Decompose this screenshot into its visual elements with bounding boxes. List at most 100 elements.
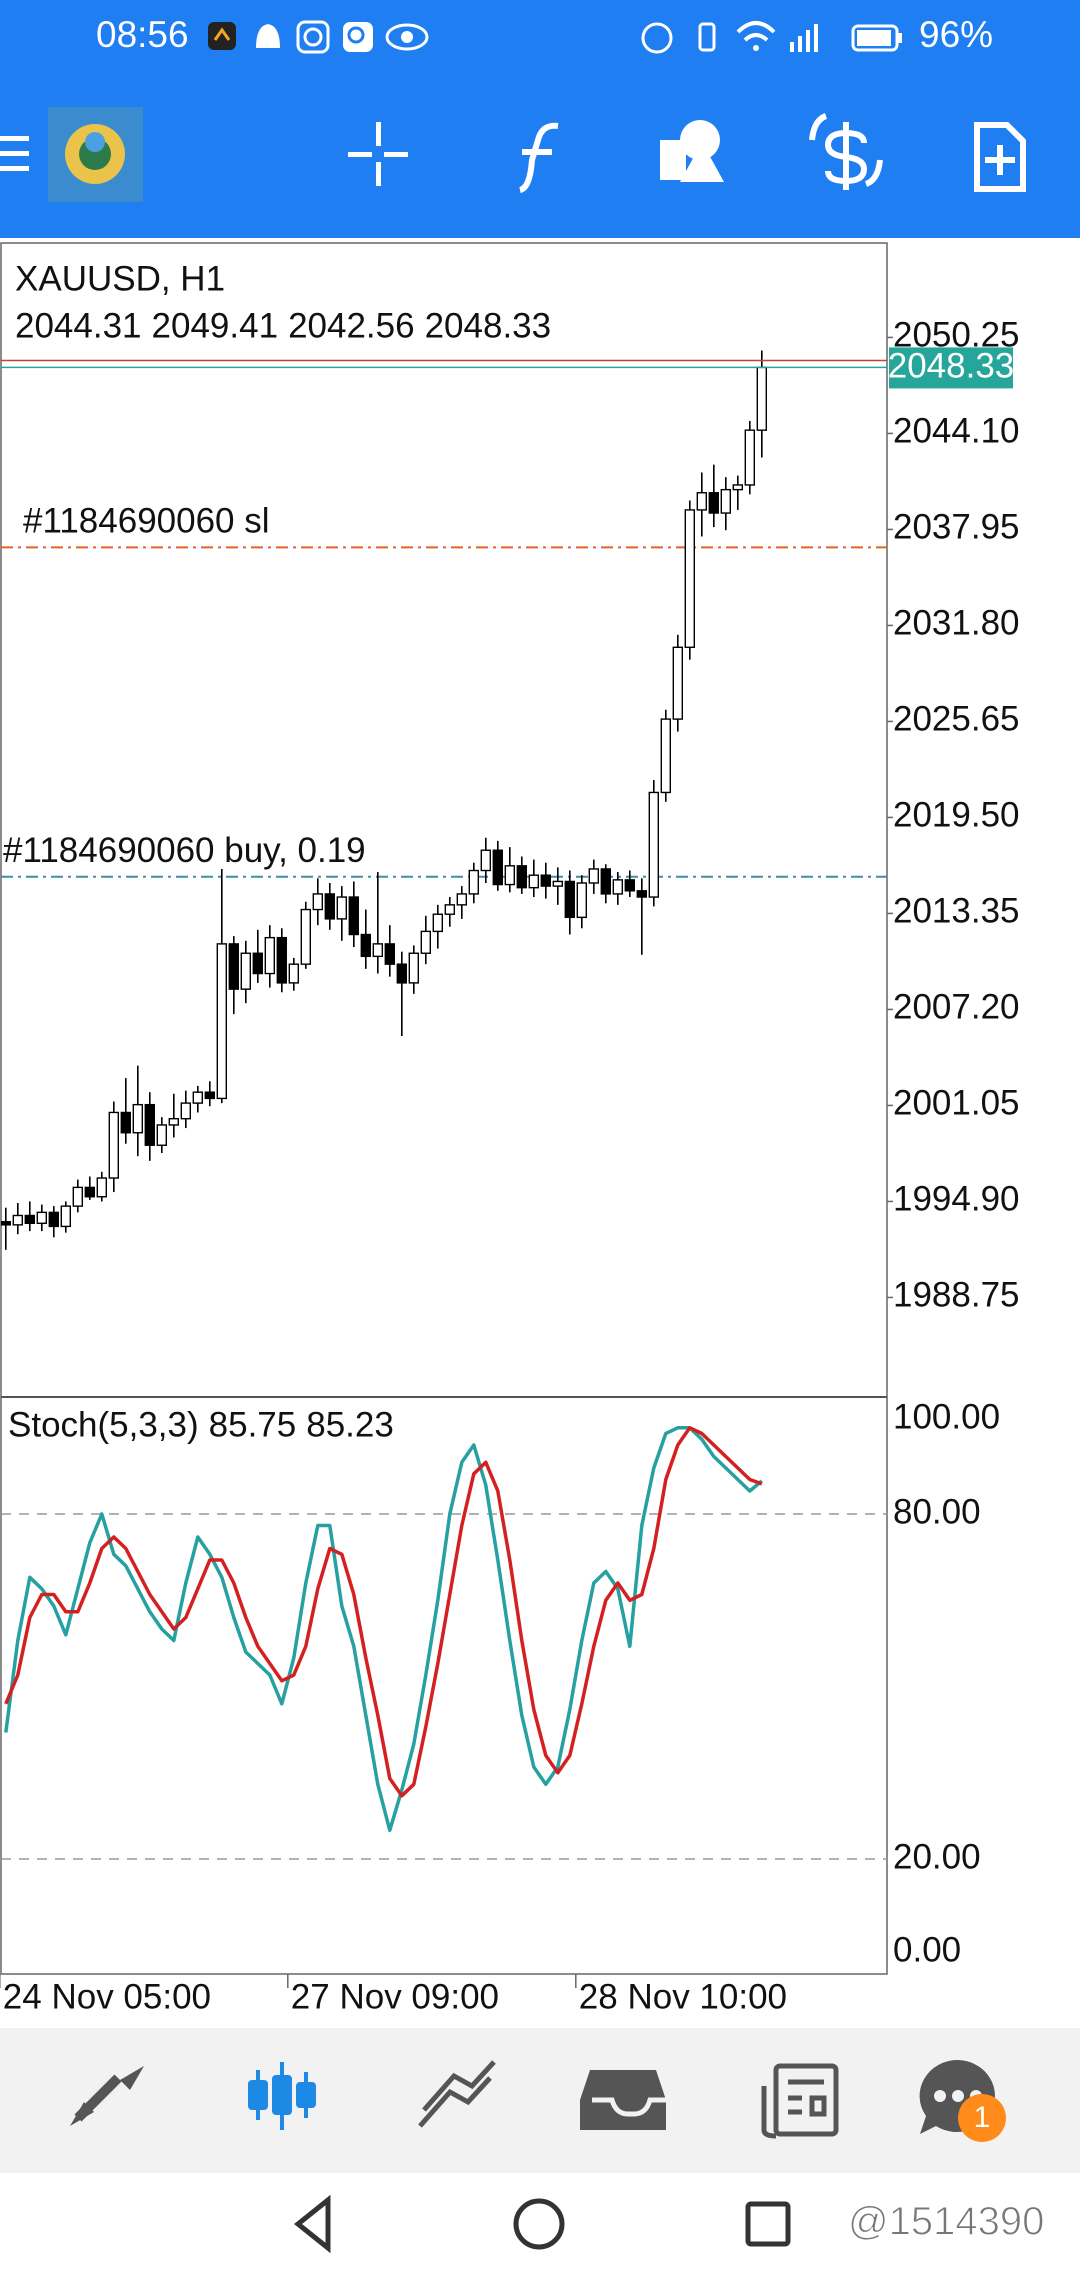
candle-body <box>552 880 563 887</box>
indicators-button[interactable] <box>518 122 559 193</box>
new-order-button-part[interactable] <box>985 157 1015 163</box>
candle-body <box>1 1221 11 1226</box>
candle-body <box>528 874 539 889</box>
candle-body <box>324 893 335 920</box>
nav-chart-part[interactable] <box>296 2082 316 2108</box>
candle-body <box>504 865 515 886</box>
indicator-tick-label: 100.00 <box>893 1397 1000 1436</box>
candles <box>1 350 767 1250</box>
candle-body <box>132 1103 144 1134</box>
candle-body <box>96 1177 108 1198</box>
candle-body <box>564 880 575 919</box>
objects-button-part[interactable] <box>680 142 724 182</box>
candle-body <box>372 943 383 958</box>
y-tick-label: 2013.35 <box>893 892 1020 931</box>
candle-body <box>60 1205 71 1228</box>
status-icons-part <box>898 33 902 43</box>
y-tick-label: 2001.05 <box>893 1084 1020 1123</box>
candle-body <box>348 896 359 936</box>
menu-button-part[interactable] <box>0 166 29 171</box>
app-logo[interactable] <box>48 107 143 202</box>
nav-messages[interactable] <box>919 2059 1006 2142</box>
app-logo-part[interactable] <box>85 132 105 152</box>
nav-news-part[interactable] <box>761 2086 777 2139</box>
new-order-button-part[interactable] <box>974 122 1026 192</box>
y-tick-label: 1994.90 <box>893 1180 1020 1219</box>
ohlc-value: 2042.56 <box>288 306 415 345</box>
candle-body <box>648 791 659 898</box>
system-nav-part[interactable] <box>293 2194 331 2254</box>
candle-body <box>36 1211 47 1224</box>
candle-body <box>732 484 743 491</box>
objects-button-part[interactable] <box>680 120 720 160</box>
nav-news-part[interactable] <box>788 2079 827 2117</box>
nav-history-part[interactable] <box>580 2070 666 2130</box>
indicator-tick-label: 80.00 <box>893 1492 981 1531</box>
nav-messages-part[interactable] <box>952 2090 964 2102</box>
candle-body <box>684 509 695 648</box>
status-icons-part <box>303 27 323 47</box>
chart-title: XAUUSD, H1 <box>15 259 225 298</box>
candle-body <box>24 1214 35 1224</box>
status-icons-part <box>698 22 716 52</box>
status-icons-part <box>401 31 413 43</box>
crosshair-button-part[interactable] <box>384 152 408 157</box>
status-icons-part <box>851 24 899 52</box>
status-time: 08:56 <box>96 14 189 55</box>
system-nav-part[interactable] <box>513 2198 565 2250</box>
nav-messages-part[interactable] <box>934 2090 946 2102</box>
system-nav-part[interactable] <box>745 2201 791 2247</box>
trade-button-part[interactable] <box>809 113 883 187</box>
nav-chart-part[interactable] <box>272 2075 292 2115</box>
candle-body <box>204 1091 216 1100</box>
crosshair-button[interactable] <box>348 122 408 186</box>
crosshair-button-part[interactable] <box>376 162 381 186</box>
nav-history-part[interactable] <box>592 2097 670 2117</box>
nav-quotes[interactable] <box>70 2066 144 2126</box>
status-icons-part <box>343 22 373 52</box>
ohlc-value: 2044.31 <box>15 306 142 345</box>
new-order-button[interactable] <box>974 122 1026 192</box>
candle-body <box>120 1111 132 1134</box>
crosshair-button-part[interactable] <box>376 122 381 146</box>
candle-body <box>84 1186 96 1198</box>
candle-body <box>600 868 611 895</box>
candle-body <box>360 933 371 958</box>
system-nav[interactable] <box>293 2194 791 2254</box>
trade-button[interactable] <box>809 113 883 190</box>
nav-news-part[interactable] <box>773 2063 839 2137</box>
status-icons-part <box>798 36 802 52</box>
objects-button[interactable] <box>660 120 724 182</box>
menu-button-part[interactable] <box>0 151 29 156</box>
status-icons-part <box>806 30 810 52</box>
candle-body <box>144 1103 156 1146</box>
status-icons-part <box>213 27 231 41</box>
menu-button-part[interactable] <box>0 136 29 141</box>
indicator-line <box>4 1426 763 1798</box>
status-icons-part <box>790 42 794 52</box>
candle-body <box>696 492 707 511</box>
candle-body <box>396 963 407 984</box>
nav-chart[interactable] <box>248 2062 316 2130</box>
crosshair-button-part[interactable] <box>348 152 372 157</box>
candle-body <box>756 366 767 431</box>
candle-body <box>252 952 264 975</box>
y-tick-label: 2007.20 <box>893 988 1020 1027</box>
nav-quotes-part[interactable] <box>70 2066 144 2126</box>
menu-button[interactable] <box>0 136 29 171</box>
indicator-value: 85.75 <box>209 1405 297 1444</box>
nav-trade-part[interactable] <box>418 2060 496 2128</box>
nav-trade[interactable] <box>418 2060 496 2128</box>
nav-messages-part[interactable] <box>958 2094 1006 2142</box>
nav-news[interactable] <box>761 2063 839 2139</box>
indicator-label: Stoch(5,3,3) <box>8 1405 199 1444</box>
candle-body <box>336 896 347 920</box>
status-icons-part <box>385 23 429 51</box>
nav-history[interactable] <box>580 2070 670 2130</box>
indicators-button-part[interactable] <box>518 122 559 193</box>
nav-chart-part[interactable] <box>248 2080 268 2110</box>
candle-body <box>468 869 479 895</box>
price-box <box>889 347 1013 389</box>
y-tick-label: 2025.65 <box>893 700 1020 739</box>
